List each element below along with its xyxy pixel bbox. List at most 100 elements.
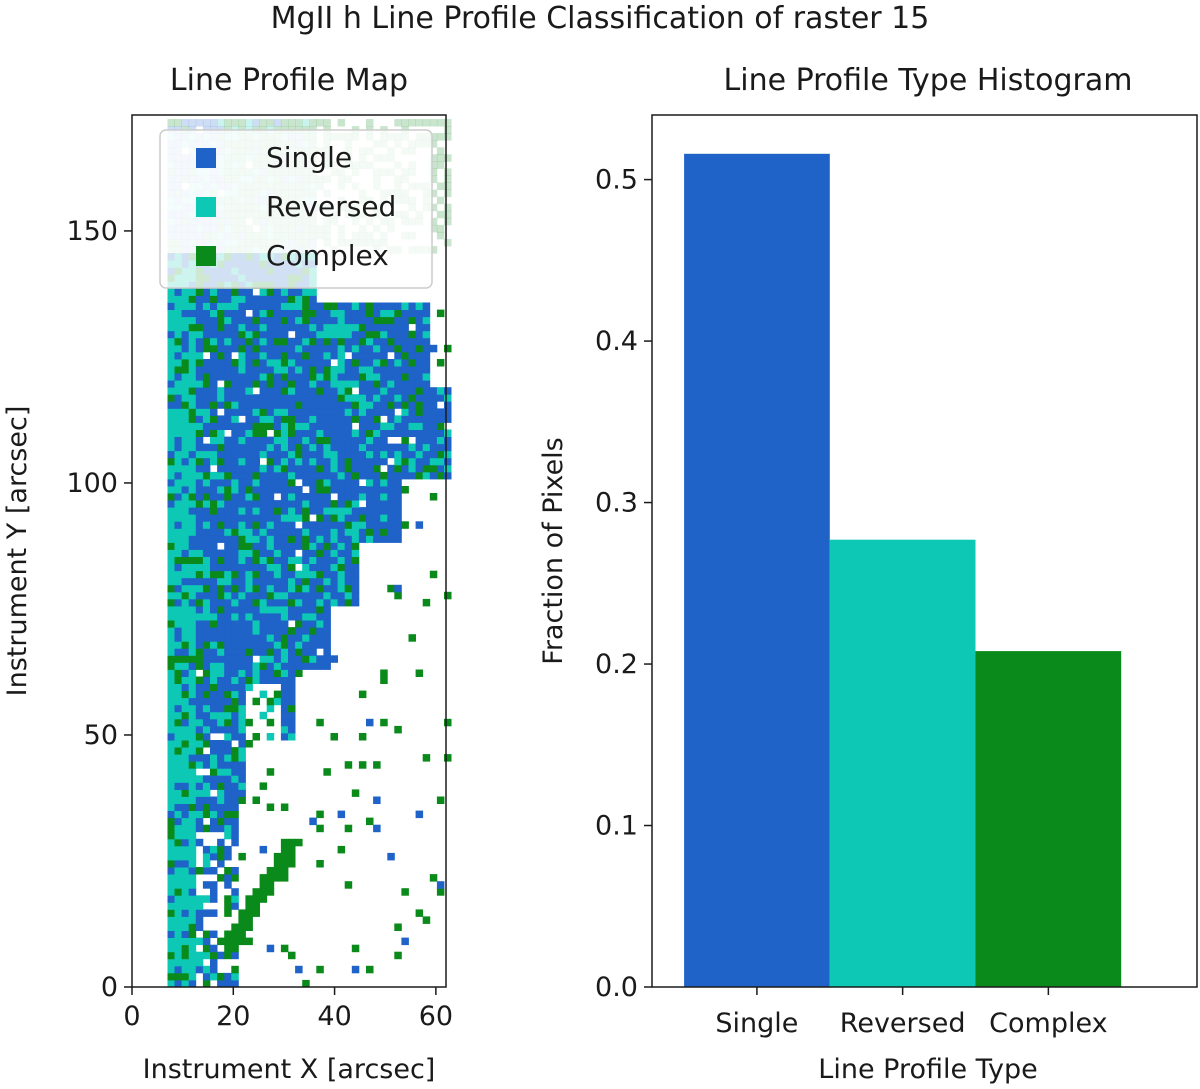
heatmap-cell	[302, 662, 310, 670]
heatmap-cell	[344, 514, 353, 522]
heatmap-cell	[231, 598, 239, 607]
heatmap-cell	[245, 394, 253, 402]
heatmap-cell	[195, 471, 204, 480]
heatmap-cell	[344, 387, 353, 395]
heatmap-cell	[188, 733, 197, 741]
heatmap-cell	[387, 401, 395, 409]
heatmap-cell	[429, 493, 438, 501]
heatmap-cell	[358, 359, 367, 367]
heatmap-cell	[295, 507, 303, 515]
heatmap-cell	[273, 634, 282, 642]
heatmap-cell	[394, 337, 402, 346]
heatmap-cell	[280, 119, 289, 127]
heatmap-cell	[295, 302, 303, 310]
heatmap-cell	[309, 471, 317, 480]
heatmap-cell	[316, 641, 324, 649]
histogram-title: Line Profile Type Histogram	[724, 63, 1133, 98]
heatmap-cell	[167, 302, 175, 310]
heatmap-cell	[181, 923, 190, 931]
heatmap-cell	[408, 457, 416, 466]
heatmap-cell	[330, 408, 338, 416]
heatmap-cell	[366, 450, 374, 459]
heatmap-cell	[266, 316, 275, 325]
heatmap-cell	[295, 464, 303, 473]
heatmap-cell	[415, 351, 424, 360]
heatmap-cell	[252, 627, 260, 635]
heatmap-cell	[337, 394, 346, 402]
heatmap-cell	[266, 598, 275, 607]
heatmap-cell	[238, 563, 246, 572]
heatmap-cell	[380, 408, 388, 416]
heatmap-cell	[288, 309, 296, 318]
heatmap-cell	[394, 507, 402, 515]
heatmap-cell	[259, 493, 268, 501]
heatmap-cell	[202, 471, 211, 480]
heatmap-cell	[210, 577, 218, 586]
heatmap-cell	[224, 881, 232, 889]
heatmap-cell	[280, 486, 289, 494]
heatmap-cell	[366, 323, 374, 332]
heatmap-cell	[252, 549, 260, 557]
heatmap-cell	[224, 754, 232, 762]
heatmap-cell	[394, 923, 402, 931]
heatmap-cell	[181, 563, 190, 572]
heatmap-cell	[422, 598, 431, 607]
heatmap-cell	[266, 302, 275, 310]
heatmap-cell	[181, 725, 190, 734]
heatmap-cell	[210, 605, 218, 614]
heatmap-cell	[373, 394, 381, 402]
heatmap-cell	[245, 302, 253, 310]
heatmap-cell	[259, 302, 268, 310]
heatmap-cell	[358, 471, 367, 480]
heatmap-cell	[181, 323, 190, 332]
heatmap-cell	[436, 231, 445, 240]
heatmap-cell	[181, 718, 190, 727]
heatmap-cell	[444, 239, 452, 247]
heatmap-cell	[174, 309, 182, 318]
heatmap-cell	[245, 323, 253, 332]
heatmap-cell	[366, 464, 374, 473]
heatmap-cell	[337, 570, 346, 579]
heatmap-cell	[167, 464, 175, 473]
heatmap-cell	[202, 366, 211, 374]
heatmap-cell	[224, 768, 232, 776]
heatmap-cell	[245, 902, 253, 910]
heatmap-cell	[415, 330, 424, 339]
heatmap-cell	[195, 591, 204, 600]
heatmap-cell	[195, 690, 204, 699]
heatmap-cell	[195, 366, 204, 374]
heatmap-cell	[273, 309, 282, 318]
heatmap-cell	[188, 860, 197, 868]
heatmap-cell	[195, 359, 204, 367]
heatmap-cell	[280, 613, 289, 621]
heatmap-cell	[444, 443, 452, 452]
heatmap-cell	[245, 627, 253, 635]
heatmap-cell	[316, 620, 324, 628]
heatmap-cell	[337, 344, 346, 353]
heatmap-cell	[351, 380, 360, 388]
heatmap-cell	[380, 669, 388, 677]
heatmap-cell	[344, 450, 353, 459]
heatmap-cell	[224, 782, 232, 790]
heatmap-cell	[323, 478, 331, 487]
heatmap-cell	[330, 337, 338, 346]
heatmap-cell	[429, 471, 438, 480]
heatmap-cell	[373, 373, 381, 381]
heatmap-cell	[181, 613, 190, 621]
heatmap-cell	[337, 387, 346, 395]
heatmap-cell	[387, 486, 395, 494]
heatmap-cell	[202, 824, 211, 833]
heatmap-cell	[266, 704, 275, 713]
heatmap-cell	[302, 620, 310, 628]
heatmap-cell	[358, 415, 367, 423]
heatmap-cell	[309, 408, 317, 416]
heatmap-cell	[210, 570, 218, 579]
heatmap-cell	[217, 690, 225, 699]
heatmap-cell	[408, 366, 416, 374]
heatmap-cell	[210, 591, 218, 600]
heatmap-cell	[280, 648, 289, 656]
heatmap-cell	[366, 380, 374, 388]
heatmap-cell	[266, 613, 275, 621]
heatmap-cell	[202, 951, 211, 960]
heatmap-cell	[224, 366, 232, 374]
